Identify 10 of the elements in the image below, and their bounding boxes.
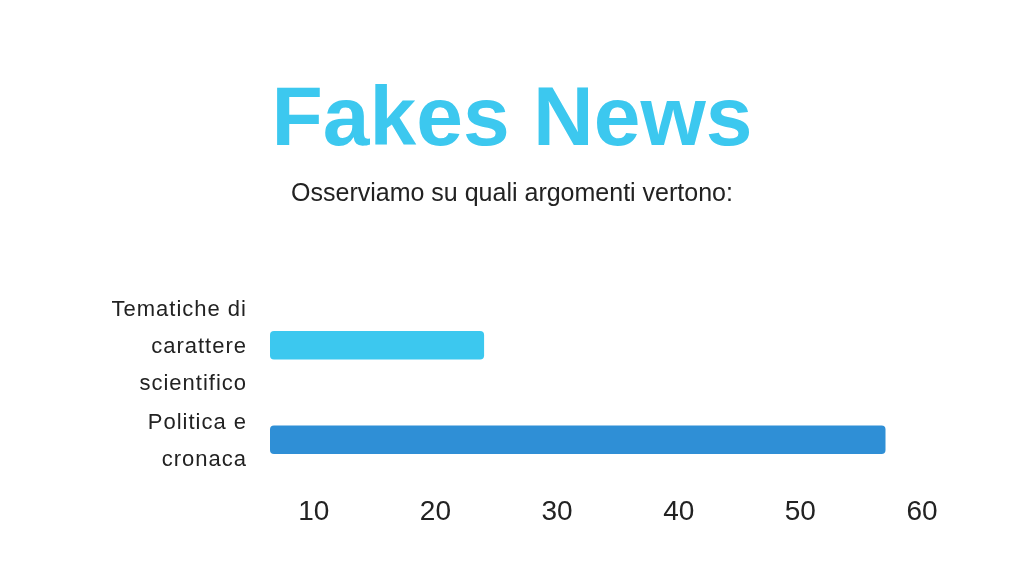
y-tick-label: Tematiche di carattere scientifico	[111, 296, 247, 396]
x-tick-label: 10	[298, 495, 330, 526]
chart-subtitle: Osserviamo su quali argomenti vertono:	[291, 178, 733, 206]
x-tick-label: 30	[541, 495, 573, 526]
y-tick-label: Politica e cronaca	[147, 409, 247, 472]
x-tick-label: 40	[663, 495, 695, 526]
x-tick-label: 20	[419, 495, 452, 526]
x-tick-label: 50	[784, 495, 816, 526]
chart-title: Fakes News	[271, 69, 753, 163]
x-tick-label: 60	[906, 495, 938, 526]
